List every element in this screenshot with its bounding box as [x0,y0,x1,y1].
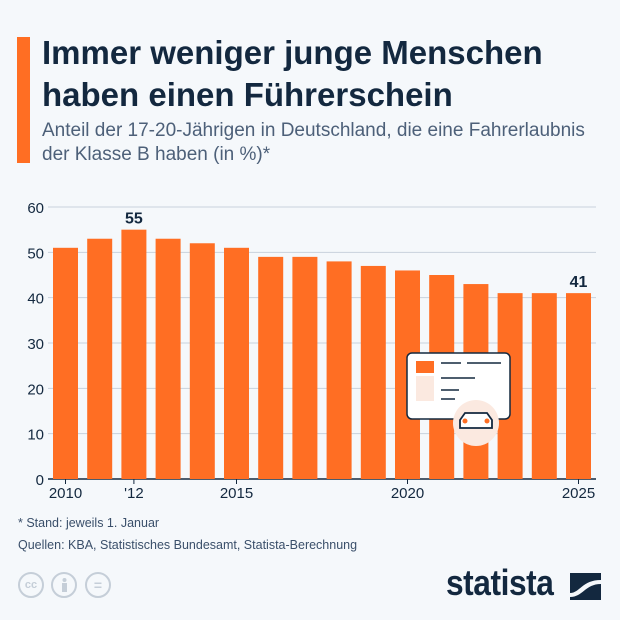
bar-2015 [224,247,249,479]
y-tick-label: 30 [27,336,44,353]
bar-2012 [121,229,147,479]
chart-title: Immer weniger junge Menschen haben einen… [42,34,543,113]
chart-subtitle: Anteil der 17-20-Jährigen in Deutschland… [42,120,585,165]
bar-2011 [87,238,113,479]
x-tick-label: 2010 [49,485,82,502]
bar-2013 [155,238,181,479]
x-tick-label: '12 [124,485,144,502]
y-tick-label: 0 [36,472,44,489]
source-note: Quellen: KBA, Statistisches Bundesamt, S… [18,538,358,552]
y-tick-label: 60 [27,200,44,217]
bar-2017 [292,256,318,479]
driving-license-icon [406,352,511,446]
no-derivatives-icon[interactable]: = [85,572,111,598]
bar-2016 [258,256,284,479]
bar-2025 [566,293,591,479]
bar-2019 [360,265,386,479]
data-label: 55 [125,211,143,228]
y-tick-label: 20 [27,381,44,398]
statista-logo-mark-icon [570,573,601,600]
y-tick-label: 40 [27,291,44,308]
cc-icon[interactable]: cc [18,572,44,598]
x-tick-label: 2020 [391,485,424,502]
y-tick-label: 10 [27,427,44,444]
x-tick-label: 2015 [220,485,253,502]
attribution-icon[interactable] [51,572,77,598]
bar-2018 [326,261,352,479]
y-tick-label: 50 [27,245,44,262]
footnote: * Stand: jeweils 1. Januar [18,516,160,530]
bar-2024 [531,293,557,479]
title-accent-bar [17,37,30,163]
bar-2010 [53,247,78,479]
statista-logo[interactable]: statista [446,562,554,603]
x-tick-label: 2025 [562,485,595,502]
bar-2014 [189,243,215,479]
data-label: 41 [570,274,588,291]
